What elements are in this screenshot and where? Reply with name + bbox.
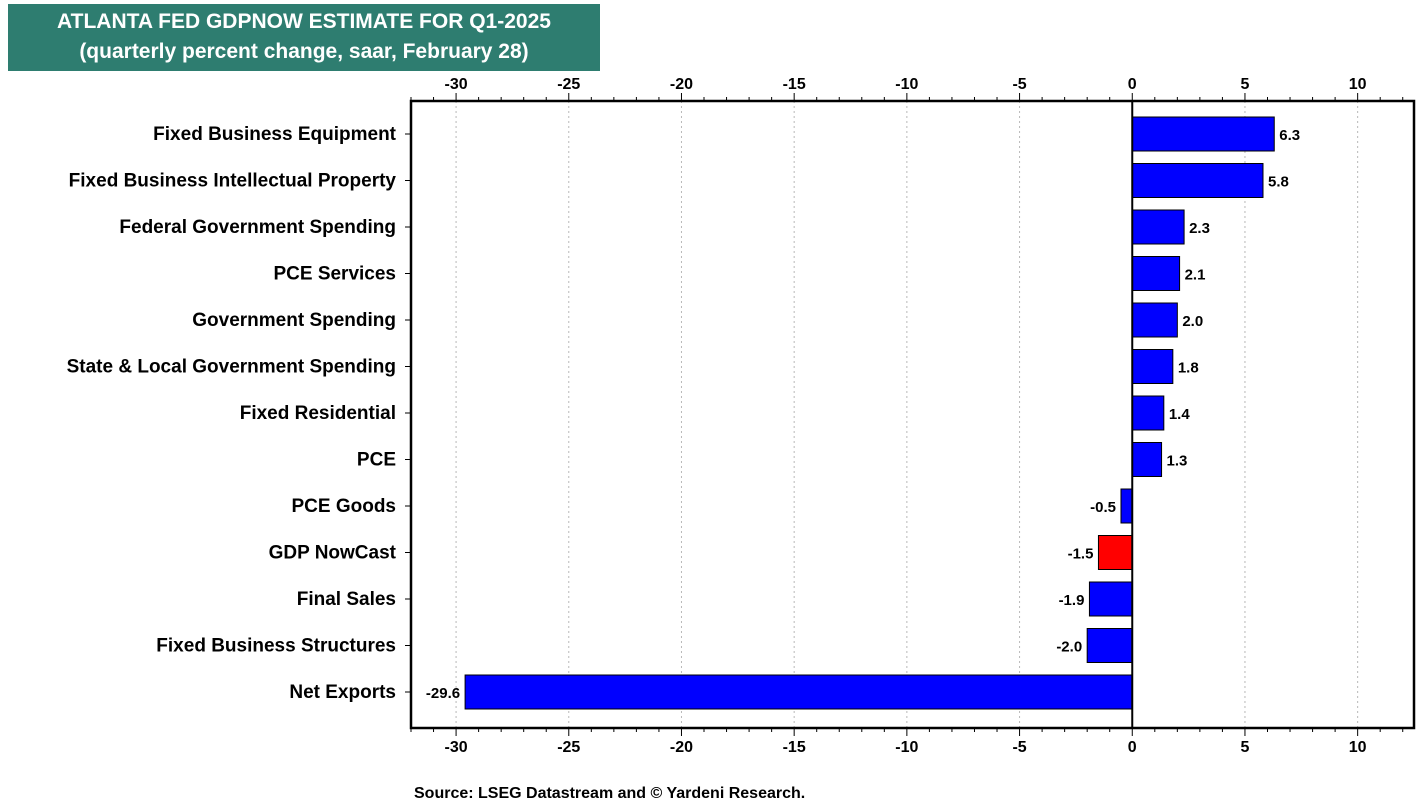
x-tick-label-top: 0 [1128, 76, 1137, 93]
x-tick-label-bottom: -15 [783, 739, 806, 756]
x-tick-label-bottom: 10 [1349, 739, 1367, 756]
x-tick-label-top: -20 [670, 76, 693, 93]
bar [1131, 209, 1185, 245]
value-label: 2.1 [1185, 267, 1206, 284]
value-label: 1.3 [1167, 453, 1188, 470]
x-tick-label-bottom: -30 [445, 739, 468, 756]
category-label: State & Local Government Spending [67, 357, 396, 378]
category-label: Net Exports [289, 682, 396, 703]
value-label: -1.9 [1059, 592, 1085, 609]
bar [464, 674, 1133, 710]
value-label: 1.4 [1169, 406, 1191, 423]
category-label: Fixed Business Intellectual Property [69, 171, 397, 192]
value-label: 1.8 [1178, 360, 1199, 377]
bar [1088, 581, 1133, 617]
plot-frame [409, 99, 1416, 730]
bar [1120, 488, 1133, 524]
bar [1097, 535, 1133, 570]
chart-title-box: ATLANTA FED GDPNOW ESTIMATE FOR Q1-2025 … [8, 4, 600, 71]
bar [1131, 349, 1174, 384]
chart-subtitle: (quarterly percent change, saar, Februar… [79, 40, 529, 63]
x-tick-label-top: -15 [783, 76, 806, 93]
bar [1131, 442, 1163, 477]
category-label: GDP NowCast [269, 543, 397, 564]
x-tick-label-bottom: -25 [557, 739, 580, 756]
category-label: Fixed Business Structures [156, 636, 396, 657]
value-label: 5.8 [1268, 174, 1289, 191]
bar [1131, 116, 1275, 152]
value-label: -29.6 [426, 685, 460, 702]
x-tick-label-top: -5 [1012, 76, 1026, 93]
chart-title: ATLANTA FED GDPNOW ESTIMATE FOR Q1-2025 [57, 10, 551, 33]
value-label: 6.3 [1279, 127, 1300, 144]
category-label: PCE Goods [291, 496, 396, 517]
category-label: Final Sales [297, 589, 396, 610]
bar [1131, 302, 1178, 338]
x-tick-label-top: -10 [895, 76, 918, 93]
x-tick-label-bottom: -5 [1012, 739, 1026, 756]
category-label: PCE [357, 450, 396, 471]
category-label: PCE Services [273, 264, 396, 285]
source-note: Source: LSEG Datastream and © Yardeni Re… [414, 785, 806, 802]
x-tick-label-top: -30 [445, 76, 468, 93]
value-label: -2.0 [1056, 639, 1082, 656]
x-tick-label-top: 5 [1241, 76, 1250, 93]
x-tick-label-bottom: -10 [895, 739, 918, 756]
bar [1131, 256, 1181, 291]
x-tick-label-bottom: -20 [670, 739, 693, 756]
value-label: 2.3 [1189, 220, 1210, 237]
category-label: Federal Government Spending [119, 217, 396, 238]
x-tick-label-top: 10 [1349, 76, 1367, 93]
bar [1086, 628, 1133, 663]
category-label: Fixed Residential [240, 403, 396, 424]
category-label: Fixed Business Equipment [153, 124, 396, 145]
category-label: Government Spending [192, 310, 396, 331]
value-label: -1.5 [1068, 546, 1094, 563]
x-tick-label-bottom: 5 [1241, 739, 1250, 756]
value-label: -0.5 [1090, 499, 1116, 516]
value-label: 2.0 [1182, 313, 1203, 330]
bar [1131, 163, 1264, 198]
bar [1131, 395, 1165, 431]
x-tick-label-bottom: 0 [1128, 739, 1137, 756]
x-tick-label-top: -25 [557, 76, 580, 93]
